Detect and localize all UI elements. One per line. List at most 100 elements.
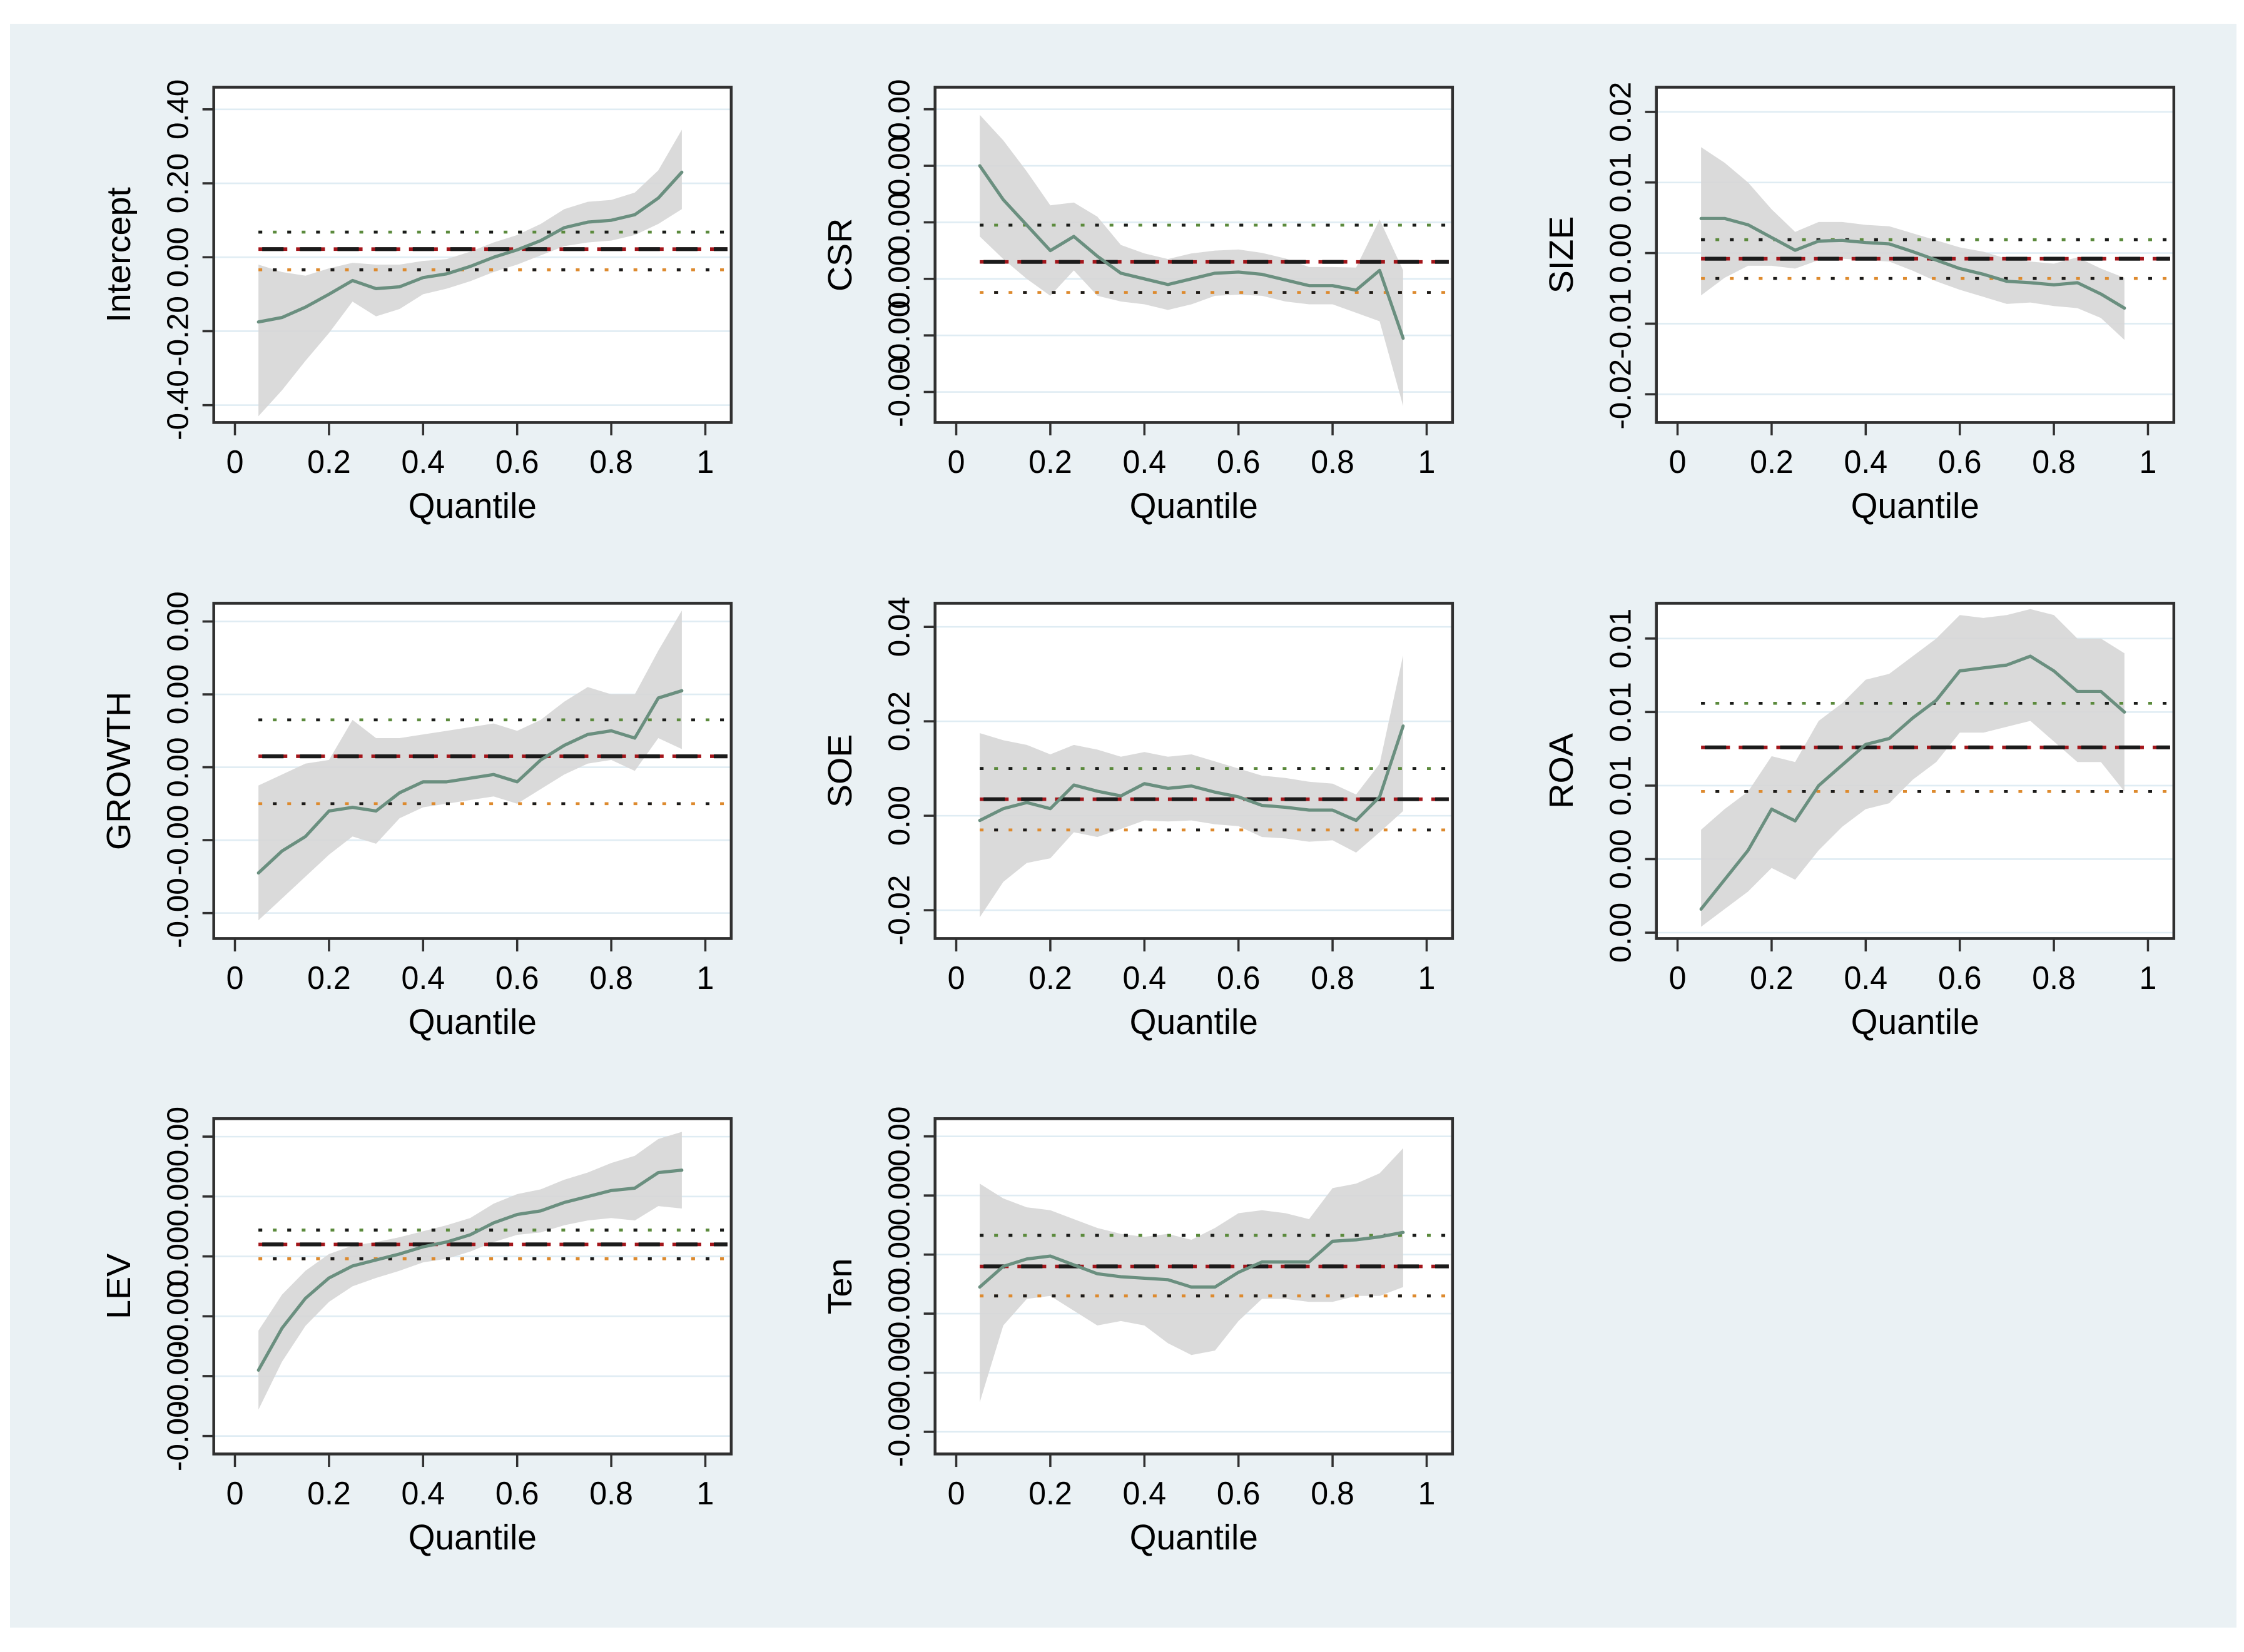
quantile-coefficient-line (978, 164, 1405, 340)
quantile-coefficient-line (256, 170, 684, 324)
x-tick-label: 1 (1418, 960, 1436, 996)
panel-growth: 0.00 0.00 0.00 -0.00 -0.00 GROWTH 0 0.2 0.4 0.6 0.… (48, 574, 769, 1090)
x-tick-label: 1 (1418, 1476, 1436, 1512)
x-tick-label: 0.6 (1217, 960, 1261, 996)
y-tick-label: -0.00 (161, 1281, 195, 1352)
confidence-band (980, 1148, 1403, 1403)
x-tick-label: 0.4 (401, 443, 445, 480)
x-tick-label: 0.8 (589, 960, 633, 996)
y-tick-label: 0.02 (1604, 82, 1637, 142)
panel-csr: 0.00 0.00 0.00 0.00 -0.00 -0.00 CSR 0 0.2 0.4 0.6 0… (769, 58, 1490, 574)
x-axis-title: Quantile (1851, 1001, 1979, 1041)
x-tick-label: 1 (1418, 443, 1436, 480)
y-tick-label: -0.20 (161, 296, 195, 367)
x-tick-label: 0.6 (1938, 960, 1982, 996)
y-tick-label: -0.02 (1604, 359, 1637, 430)
x-tick-label: 0.2 (1028, 960, 1072, 996)
x-tick-label: 0.8 (589, 443, 633, 480)
x-tick-label: 0.8 (1311, 960, 1354, 996)
y-tick-label: 0.01 (1604, 153, 1637, 213)
x-tick-label: 0.6 (1938, 443, 1982, 480)
y-tick-label: -0.00 (161, 1341, 195, 1412)
y-tick-label: 0.00 (161, 1107, 195, 1167)
x-tick-label: 0 (226, 443, 244, 480)
x-axis-title: Quantile (409, 485, 537, 525)
y-tick-label: -0.00 (161, 804, 195, 875)
x-tick-label: 0.4 (1122, 443, 1166, 480)
y-tick-label: 0.00 (161, 664, 195, 724)
x-tick-label: 1 (697, 960, 714, 996)
y-axis-title: ROA (1542, 732, 1580, 808)
y-tick-label: -0.00 (883, 1279, 916, 1349)
y-tick-label: 0.00 (883, 1165, 916, 1225)
y-tick-label: -0.00 (883, 357, 916, 427)
x-axis-title: Quantile (1130, 1001, 1258, 1041)
panel-size: 0.02 0.01 0.00 -0.01 -0.02 SIZE 0 0.2 0.4 0.6 0.8 1… (1490, 58, 2211, 574)
x-tick-label: 0.8 (589, 1476, 633, 1512)
x-tick-label: 0 (1669, 443, 1687, 480)
y-tick-label: 0.00 (883, 786, 916, 846)
y-tick-label: -0.02 (883, 874, 916, 945)
y-tick-label: 0.01 (1604, 755, 1637, 815)
x-axis-title: Quantile (409, 1518, 537, 1558)
y-tick-label: 0.20 (161, 153, 195, 213)
y-tick-label: 0.00 (1604, 829, 1637, 889)
x-tick-label: 0 (948, 1476, 965, 1512)
plot-border (933, 1117, 1455, 1456)
y-tick-label: 0.00 (883, 136, 916, 196)
panel-size-chart: 0.02 0.01 0.00 -0.01-0.02 SIZE 0 0.2 0.4 0.6 0.8 1… (1542, 82, 2176, 525)
y-axis-title: SOE (821, 734, 859, 808)
quantile-coefficient-line (978, 1230, 1405, 1289)
x-tick-label: 0 (226, 1476, 244, 1512)
x-tick-label: 0.2 (1750, 443, 1794, 480)
quantile-coefficient-line (1699, 654, 2126, 911)
y-tick-label: -0.01 (1604, 288, 1637, 359)
x-axis-title: Quantile (409, 1001, 537, 1041)
x-tick-label: 0 (948, 960, 965, 996)
panel-intercept: 0.40 0.20 0.00 -0.20 -0.40 Intercept 0 0.2 0.4 0.… (48, 58, 769, 574)
x-tick-label: 1 (697, 1476, 714, 1512)
y-tick-label: 0.00 (161, 591, 195, 651)
x-tick-label: 0.4 (1122, 960, 1166, 996)
x-tick-label: 1 (2140, 443, 2157, 480)
y-tick-label: 0.00 (1604, 903, 1637, 963)
x-tick-label: 0.2 (307, 960, 351, 996)
panel-roa: 0.01 0.01 0.01 0.00 0.00 ROA 0 0.2 0.4 0.6 0.8 1 Qua… (1490, 574, 2211, 1090)
x-axis-title: Quantile (1130, 1518, 1258, 1558)
y-tick-label: -0.00 (883, 1337, 916, 1408)
x-tick-label: 0.4 (401, 960, 445, 996)
y-tick-label: -0.00 (883, 300, 916, 371)
panel-grid: 0.40 0.20 0.00 -0.20 -0.40 Intercept 0 0.2 0.4 0.… (10, 24, 2236, 1628)
y-tick-label: 0.01 (1604, 608, 1637, 668)
x-tick-label: 0.4 (1844, 443, 1887, 480)
confidence-band (258, 610, 682, 920)
plot-border (212, 601, 733, 940)
x-tick-label: 0.6 (495, 443, 539, 480)
y-tick-label: 0.00 (883, 192, 916, 252)
y-tick-label: -0.40 (161, 370, 195, 440)
y-tick-label: 0.00 (883, 79, 916, 139)
y-axis-title: Intercept (99, 187, 138, 323)
x-tick-label: 1 (2140, 960, 2157, 996)
y-tick-label: 0.04 (883, 597, 916, 657)
x-tick-label: 0.6 (1217, 1476, 1261, 1512)
x-tick-label: 0.8 (1311, 1476, 1354, 1512)
x-tick-label: 0.2 (1028, 1476, 1072, 1512)
x-tick-label: 0.6 (1217, 443, 1261, 480)
y-tick-label: 0.02 (883, 691, 916, 751)
y-axis-title: CSR (821, 218, 859, 292)
x-tick-label: 0.2 (307, 443, 351, 480)
y-axis-title: GROWTH (99, 691, 138, 849)
y-tick-label: -0.00 (161, 878, 195, 948)
plot-border (1655, 601, 2176, 940)
y-tick-label: 0.00 (883, 1107, 916, 1167)
plot-border (212, 86, 733, 424)
x-tick-label: 0.4 (1122, 1476, 1166, 1512)
x-tick-label: 0.8 (2032, 960, 2076, 996)
y-tick-label: -0.00 (161, 1401, 195, 1472)
panel-ten: 0.00 0.00 0.00 -0.00 -0.00 -0.00 Ten 0 0.2 0.4 0.6… (769, 1090, 1490, 1606)
y-axis-title: Ten (821, 1259, 859, 1315)
quantile-coefficient-line (256, 1168, 684, 1372)
